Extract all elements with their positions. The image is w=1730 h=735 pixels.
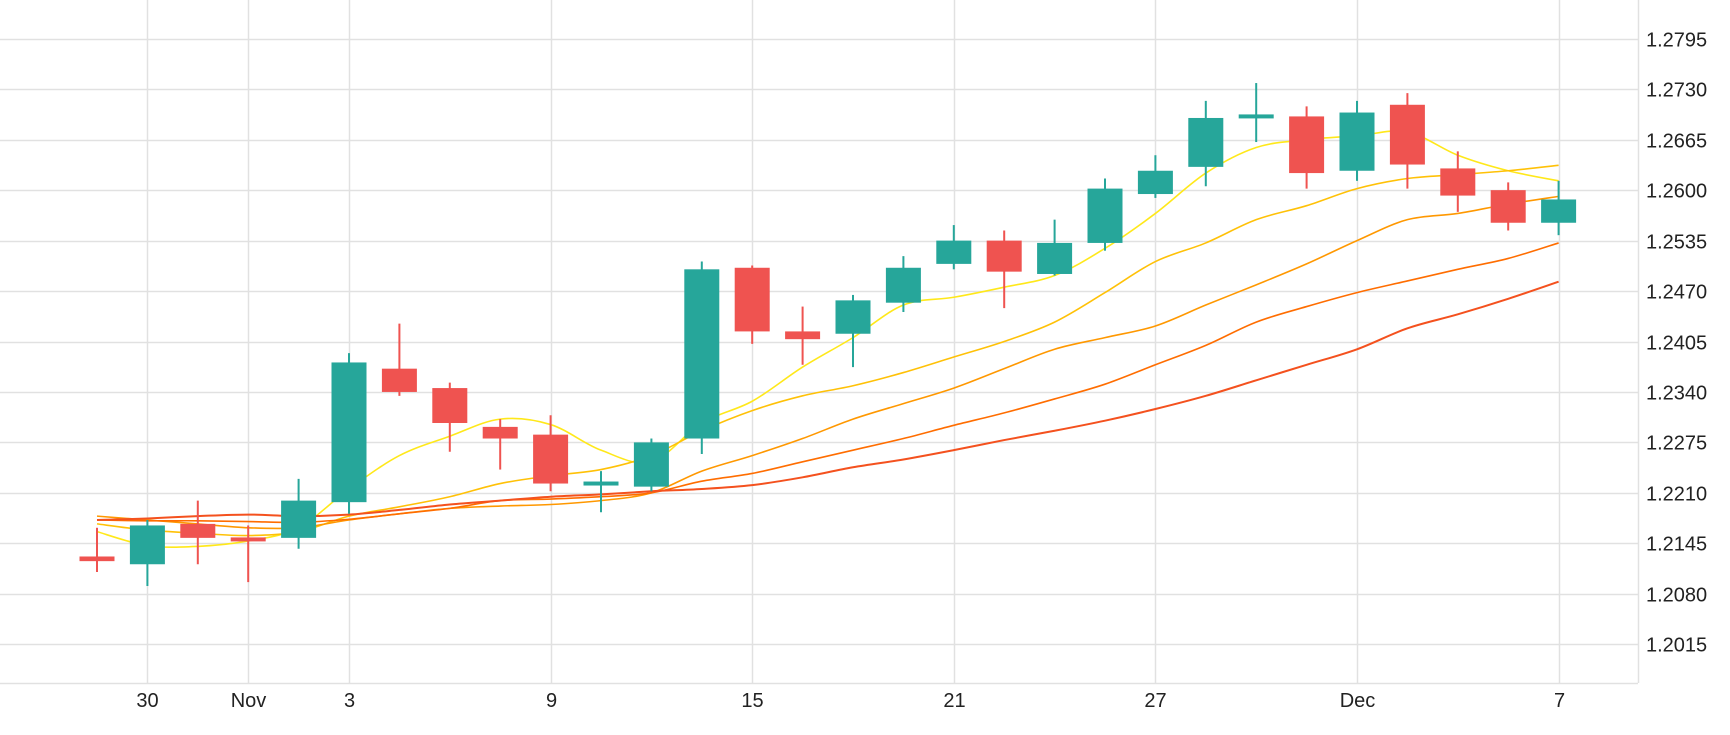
candle-bearish	[785, 306, 821, 365]
candle-body	[432, 388, 468, 423]
y-tick-label: 1.2535	[1646, 232, 1707, 254]
y-tick-label: 1.2665	[1646, 131, 1707, 153]
candle-body	[684, 269, 720, 439]
candle-body	[1541, 199, 1577, 223]
candle-bearish	[482, 419, 518, 470]
candle-bearish	[1289, 106, 1325, 189]
axis-layer: 1.2795 1.2730 1.2665 1.2600 1.2535 1.2470 1.24…	[136, 30, 1707, 713]
candle-body	[533, 434, 569, 484]
y-tick-label: 1.2080	[1646, 585, 1707, 607]
candle-bullish	[1339, 100, 1375, 181]
candle-bearish	[230, 525, 266, 583]
candle-bullish	[684, 261, 720, 455]
candle-body	[331, 362, 367, 503]
candle-body	[129, 525, 165, 565]
x-tick-label: Dec	[1340, 690, 1376, 712]
moving-average-line-2	[96, 164, 1559, 537]
candle-body	[482, 426, 518, 439]
candle-bearish	[1389, 93, 1425, 189]
y-tick-label: 1.2730	[1646, 80, 1707, 102]
x-tick-label: 3	[344, 690, 355, 712]
x-tick-label: 15	[741, 690, 763, 712]
grid-layer	[0, 0, 1640, 685]
candle-bearish	[734, 265, 770, 344]
candle-bullish	[129, 520, 165, 586]
x-tick-label: 27	[1144, 690, 1166, 712]
candle-body	[1339, 112, 1375, 171]
candle-bearish	[533, 415, 569, 492]
candle-body	[1087, 188, 1123, 243]
y-tick-label: 1.2600	[1646, 181, 1707, 203]
candle-body	[936, 240, 972, 264]
moving-average-line-5	[96, 280, 1559, 522]
candle-body	[885, 267, 921, 303]
y-tick-label: 1.2470	[1646, 282, 1707, 304]
candle-bullish	[835, 294, 871, 368]
candle-body	[180, 523, 216, 538]
candle-body	[1289, 116, 1325, 174]
candle-body	[230, 537, 266, 542]
candle-bearish	[381, 323, 417, 396]
candle-bullish	[1541, 180, 1577, 236]
x-tick-label: 9	[546, 690, 557, 712]
candle-body	[1137, 170, 1173, 195]
candle-bullish	[331, 353, 367, 514]
candle-bullish	[1238, 83, 1274, 143]
candle-body	[381, 368, 417, 392]
y-tick-label: 1.2145	[1646, 534, 1707, 556]
candle-bearish	[1440, 151, 1476, 212]
candle-body	[785, 331, 821, 340]
candle-bullish	[1037, 219, 1073, 276]
candle-bearish	[79, 527, 115, 573]
x-tick-label: 7	[1554, 690, 1565, 712]
candle-bullish	[583, 471, 619, 513]
candle-body	[986, 240, 1022, 272]
candle-bullish	[281, 478, 317, 549]
candle-bearish	[1490, 182, 1526, 231]
candle-body	[1490, 190, 1526, 223]
y-tick-label: 1.2015	[1646, 635, 1707, 657]
candle-body	[1037, 242, 1073, 274]
candle-bearish	[180, 500, 216, 565]
candle-bearish	[986, 230, 1022, 309]
y-tick-label: 1.2340	[1646, 383, 1707, 405]
candle-body	[1440, 168, 1476, 196]
candle-body	[1389, 104, 1425, 165]
candle-bullish	[1087, 178, 1123, 251]
x-tick-label: 30	[136, 690, 158, 712]
y-tick-label: 1.2795	[1646, 30, 1707, 52]
y-tick-label: 1.2210	[1646, 484, 1707, 506]
candle-body	[1238, 114, 1274, 119]
candle-body	[633, 442, 669, 487]
candle-body	[835, 300, 871, 334]
candle-body	[734, 267, 770, 332]
moving-average-line-3	[96, 195, 1559, 530]
candle-bullish	[633, 438, 669, 492]
candle-bullish	[1137, 155, 1173, 198]
y-tick-label: 1.2405	[1646, 333, 1707, 355]
candle-body	[281, 500, 317, 538]
x-tick-label: 21	[943, 690, 965, 712]
candle-body	[583, 481, 619, 486]
y-tick-label: 1.2275	[1646, 433, 1707, 455]
candle-bearish	[432, 382, 468, 452]
candle-body	[79, 556, 115, 562]
candle-body	[1188, 117, 1224, 167]
candle-bullish	[1188, 100, 1224, 187]
moving-average-line-4	[96, 242, 1559, 524]
x-tick-label: Nov	[231, 690, 267, 712]
moving-average-layer	[96, 130, 1559, 549]
candle-layer	[79, 83, 1577, 586]
candle-bullish	[936, 225, 972, 270]
candle-bullish	[885, 256, 921, 313]
